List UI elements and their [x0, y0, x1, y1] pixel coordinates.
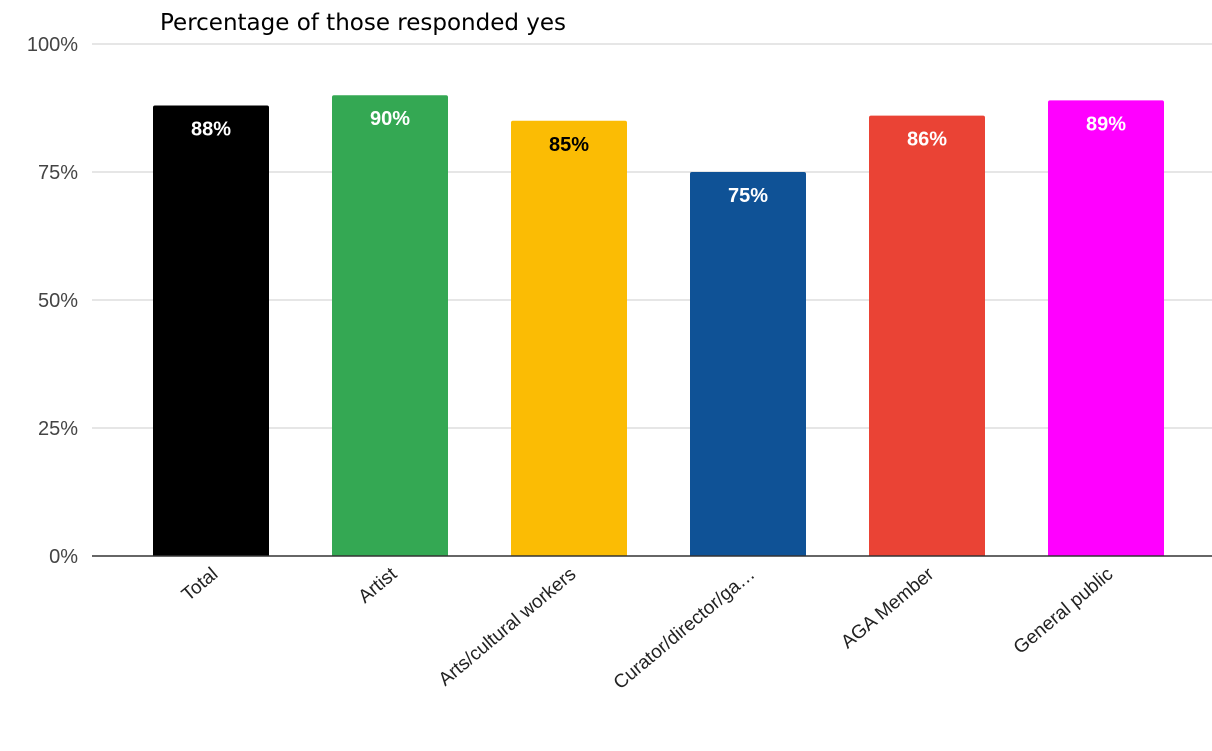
- x-tick-label: Total: [178, 564, 222, 606]
- x-tick-label: Artist: [355, 563, 402, 607]
- y-tick-label: 75%: [38, 162, 78, 184]
- chart-title: Percentage of those responded yes: [160, 10, 566, 36]
- data-labels: 88% 90% 85% 75% 86% 89%: [191, 108, 1126, 207]
- bar: [332, 95, 448, 556]
- gridlines: [92, 43, 1212, 429]
- x-axis-ticks: Total Artist Arts/cultural workers Curator/…: [178, 563, 1117, 694]
- x-tick-label: Curator/director/ga…: [610, 564, 759, 694]
- data-label: 85%: [549, 134, 589, 156]
- bars: [153, 95, 1164, 557]
- y-tick-label: 25%: [38, 418, 78, 440]
- y-tick-label: 0%: [49, 546, 78, 568]
- bar: [1048, 100, 1164, 556]
- data-label: 88%: [191, 118, 231, 140]
- x-tick-label: Arts/cultural workers: [435, 564, 580, 691]
- bar: [869, 115, 985, 557]
- y-tick-label: 100%: [27, 34, 78, 56]
- data-label: 75%: [728, 185, 768, 207]
- y-axis-ticks: 0% 25% 50% 75% 100%: [27, 34, 78, 568]
- x-tick-label: General public: [1010, 564, 1117, 659]
- data-label: 90%: [370, 108, 410, 130]
- data-label: 86%: [907, 129, 947, 151]
- bar: [153, 105, 269, 556]
- y-tick-label: 50%: [38, 290, 78, 312]
- bar: [690, 172, 806, 556]
- bar: [511, 120, 627, 557]
- data-label: 89%: [1086, 113, 1126, 135]
- x-tick-label: AGA Member: [837, 563, 938, 653]
